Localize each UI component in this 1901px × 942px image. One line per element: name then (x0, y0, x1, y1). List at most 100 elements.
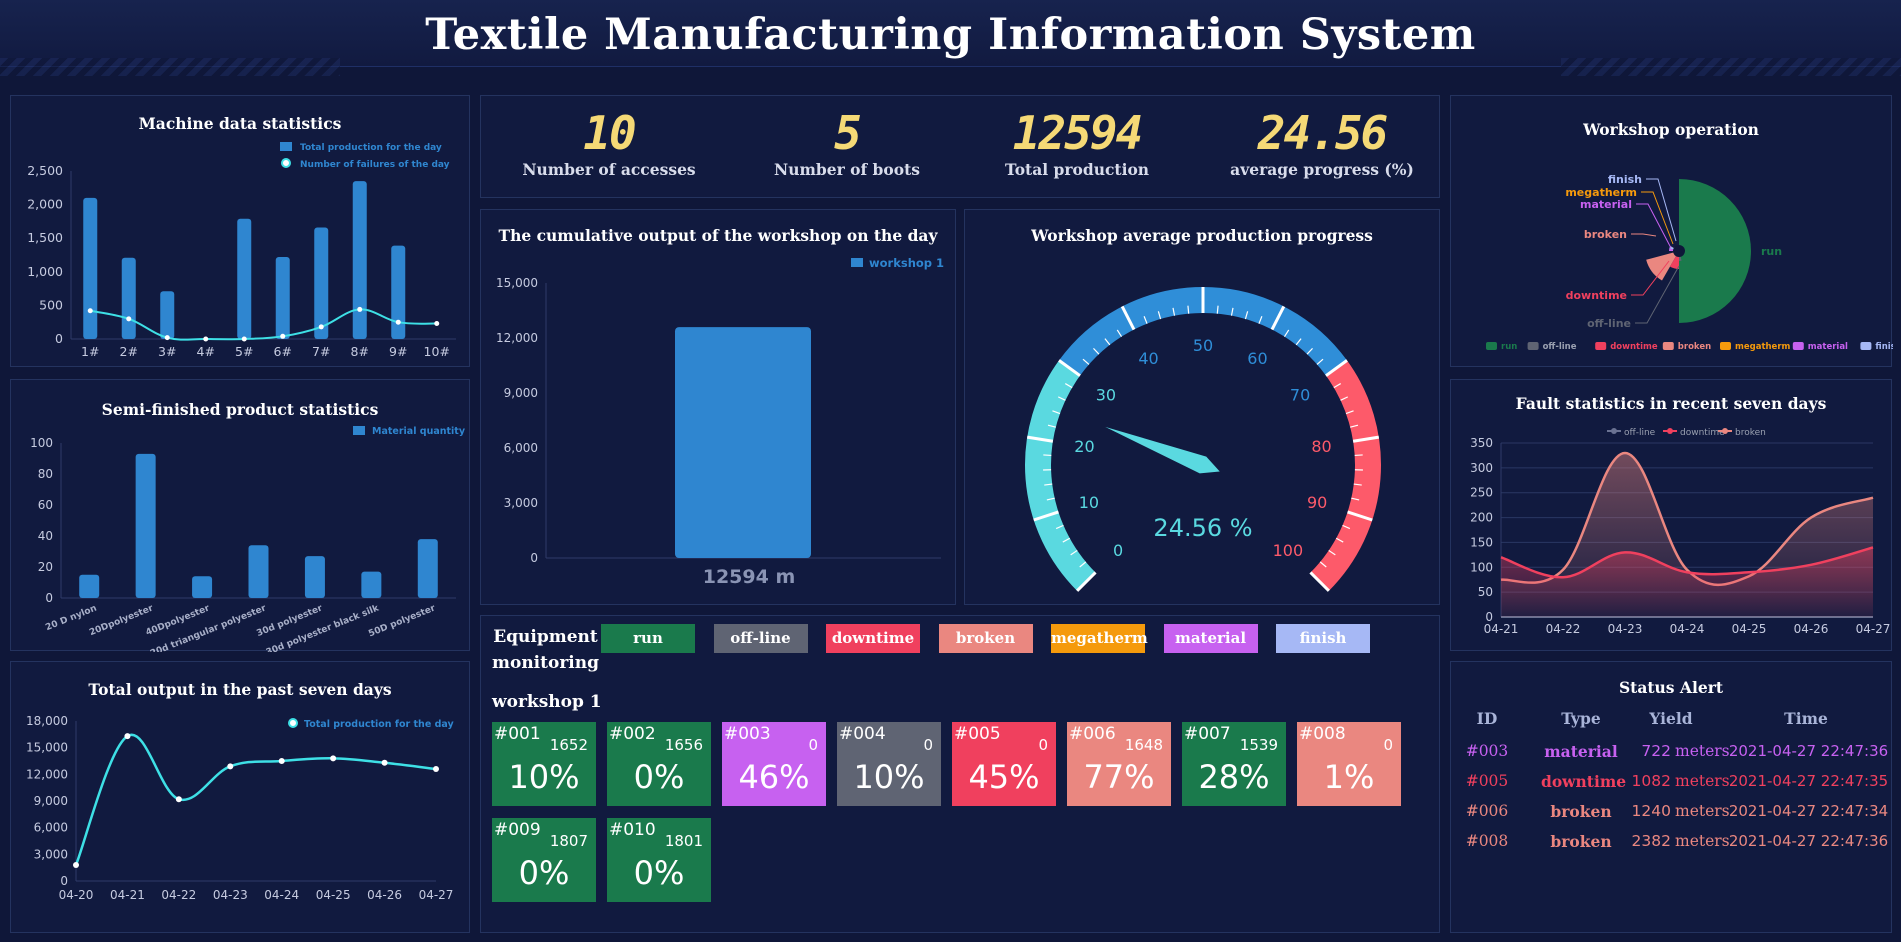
fault-legend-dot (1667, 428, 1673, 434)
machine-bar[interactable] (275, 257, 290, 339)
status-legend-material[interactable]: material (1163, 624, 1258, 653)
pie-legend-label[interactable]: finish (1875, 342, 1893, 352)
pie-legend-label[interactable]: megatherm (1735, 342, 1791, 352)
failures-point[interactable] (164, 335, 170, 341)
tile-percent: 10% (853, 758, 925, 796)
seven-day-output-chart[interactable]: Total production for the day 0 3,000 6,000… (11, 662, 471, 934)
legend-label: workshop 1 (869, 256, 944, 270)
pie-legend-label[interactable]: run (1501, 342, 1517, 352)
cumulative-output-chart[interactable]: workshop 1 03,0006,0009,00012,00015,000 … (481, 210, 957, 606)
failures-point[interactable] (241, 336, 247, 342)
equipment-tile[interactable]: #007 1539 28% (1182, 722, 1286, 806)
tile-count: 0 (923, 736, 933, 754)
material-bar[interactable] (417, 539, 438, 598)
alert-time: 2021-04-27 22:47:35 (1728, 772, 1889, 790)
x-tick-label: 04-25 (1732, 622, 1767, 636)
failures-point[interactable] (395, 319, 401, 325)
pie-slice-broken[interactable] (1646, 251, 1679, 281)
fault-statistics-chart[interactable]: 0 50 100 150 200 250 300 350 04-21 04-22 04-23 04-2… (1451, 380, 1893, 652)
fault-legend-label[interactable]: broken (1735, 428, 1766, 438)
pie-legend-label[interactable]: material (1808, 342, 1848, 352)
fault-line-off-line (1500, 451, 1874, 586)
equipment-tile[interactable]: #006 1648 77% (1067, 722, 1171, 806)
machine-bar[interactable] (83, 197, 98, 339)
workshop-bar[interactable] (675, 327, 811, 558)
equipment-tile[interactable]: #002 1656 0% (607, 722, 711, 806)
equipment-tile[interactable]: #004 0 10% (837, 722, 941, 806)
alert-yield-unit: meters (1675, 742, 1730, 760)
gauge-tick-label: 70 (1290, 385, 1310, 404)
status-legend-downtime[interactable]: downtime (826, 624, 920, 653)
pie-legend-label[interactable]: off-line (1543, 342, 1577, 352)
x-tick-label: 3# (158, 344, 176, 359)
material-bar[interactable] (304, 556, 325, 598)
machine-bar[interactable] (314, 227, 329, 339)
equipment-tile[interactable]: #010 1801 0% (607, 818, 711, 902)
gauge-chart[interactable]: 0 10 20 30 40 50 60 70 80 90 100 24.56 % (965, 210, 1441, 606)
status-legend-finish[interactable]: finish (1276, 624, 1370, 653)
gauge-tick-label: 30 (1096, 385, 1116, 404)
workshop-operation-chart[interactable]: finish megatherm material broken downtime off… (1451, 96, 1893, 368)
output-point[interactable] (381, 759, 388, 766)
alert-row[interactable]: #006 broken 1240 meters 2021-04-27 22:47:34 (1451, 802, 1891, 832)
alert-row[interactable]: #008 broken 2382 meters 2021-04-27 22:47:36 (1451, 832, 1891, 862)
header-wing-left (0, 58, 340, 76)
machine-bar[interactable] (352, 181, 367, 339)
failures-point[interactable] (280, 333, 286, 339)
status-legend-broken[interactable]: broken (938, 624, 1033, 653)
machine-bar[interactable] (160, 291, 175, 339)
machine-bar[interactable] (237, 218, 252, 339)
fault-legend-label[interactable]: off-line (1624, 428, 1656, 438)
failures-point[interactable] (434, 321, 440, 327)
output-point[interactable] (175, 796, 182, 803)
material-bar[interactable] (361, 571, 382, 598)
pie-legend-label[interactable]: broken (1678, 342, 1711, 352)
output-point[interactable] (433, 766, 439, 772)
workshop-label: workshop 1 (492, 692, 602, 712)
tile-id: #002 (609, 724, 656, 744)
x-tick-label: 7# (312, 344, 330, 359)
failures-point[interactable] (126, 316, 132, 322)
output-point[interactable] (330, 755, 337, 762)
machine-data-panel: Machine data statistics Total production… (10, 95, 470, 367)
status-legend-off-line[interactable]: off-line (713, 624, 808, 653)
gauge-tick (1033, 510, 1059, 522)
alert-row[interactable]: #003 material 722 meters 2021-04-27 22:47:36 (1451, 742, 1891, 772)
pie-legend-swatch (1662, 342, 1674, 350)
equipment-tile[interactable]: #001 1652 10% (492, 722, 596, 806)
output-point[interactable] (227, 763, 234, 770)
fault-legend-dot (1611, 428, 1617, 434)
y-tick-label: 6,000 (504, 441, 538, 455)
output-point[interactable] (278, 758, 285, 764)
material-bar[interactable] (248, 545, 269, 598)
equipment-tile[interactable]: #008 0 1% (1297, 722, 1401, 806)
failures-point[interactable] (318, 324, 324, 330)
failures-point[interactable] (87, 308, 93, 314)
status-legend-run[interactable]: run (601, 624, 695, 653)
status-alert-title: Status Alert (1618, 678, 1724, 697)
status-legend-megatherm[interactable]: megatherm (1051, 624, 1148, 653)
machine-bar[interactable] (121, 257, 136, 339)
equipment-tile[interactable]: #009 1807 0% (492, 818, 596, 902)
alert-row[interactable]: #005 downtime 1082 meters 2021-04-27 22:47:3… (1451, 772, 1891, 802)
cumulative-output-title: The cumulative output of the workshop on… (498, 226, 938, 245)
failures-point[interactable] (203, 336, 209, 342)
gauge-tick (1187, 305, 1190, 314)
tile-percent: 0% (633, 758, 685, 796)
machine-data-chart[interactable]: Total production for the day Number of f… (11, 96, 471, 368)
pie-legend-label[interactable]: downtime (1610, 342, 1658, 352)
pie-leader-line (1631, 260, 1670, 296)
pie-slice-run[interactable] (1679, 179, 1751, 323)
equipment-tile[interactable]: #003 0 46% (722, 722, 826, 806)
output-point[interactable] (73, 862, 79, 868)
equipment-tile[interactable]: #005 0 45% (952, 722, 1056, 806)
material-bar[interactable] (79, 574, 100, 598)
machine-bar[interactable] (391, 245, 406, 339)
gauge-tick (1230, 307, 1234, 316)
material-bar[interactable] (192, 576, 213, 598)
material-bar[interactable] (135, 453, 156, 598)
output-point[interactable] (124, 733, 131, 740)
failures-point[interactable] (357, 306, 363, 312)
fault-legend-label[interactable]: downtime (1680, 428, 1725, 438)
